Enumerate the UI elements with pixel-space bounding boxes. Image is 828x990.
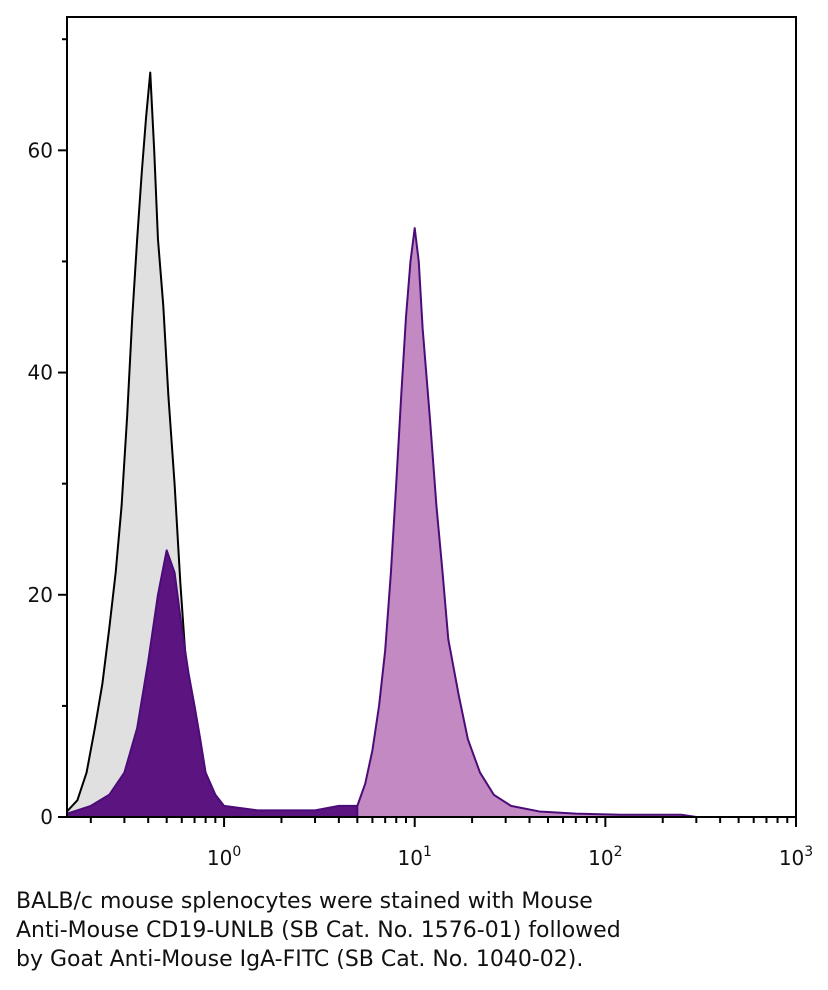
y-tick-label: 40 [28, 361, 53, 385]
x-tick-label: 101 [398, 844, 432, 870]
x-tick-label: 102 [588, 844, 622, 870]
y-tick-label: 20 [28, 583, 53, 607]
caption-line-2: Anti-Mouse CD19-UNLB (SB Cat. No. 1576-0… [16, 918, 621, 943]
caption-line-1: BALB/c mouse splenocytes were stained wi… [16, 889, 593, 914]
y-tick-label: 60 [28, 138, 53, 162]
caption-line-3: by Goat Anti-Mouse IgA-FITC (SB Cat. No.… [16, 947, 584, 972]
histogram-chart: 0 20 40 60 100 101 102 103 [28, 16, 813, 870]
y-tick-label: 0 [40, 805, 53, 829]
figure-caption: BALB/c mouse splenocytes were stained wi… [16, 887, 816, 974]
histogram-series-2 [66, 549, 359, 818]
series-layer [66, 71, 698, 818]
x-tick-label: 103 [779, 844, 813, 870]
axis-ticks: 0 20 40 60 100 101 102 103 [28, 38, 813, 870]
histogram-series-3 [356, 227, 698, 818]
x-tick-label: 100 [207, 844, 241, 870]
plot-frame [66, 16, 797, 818]
